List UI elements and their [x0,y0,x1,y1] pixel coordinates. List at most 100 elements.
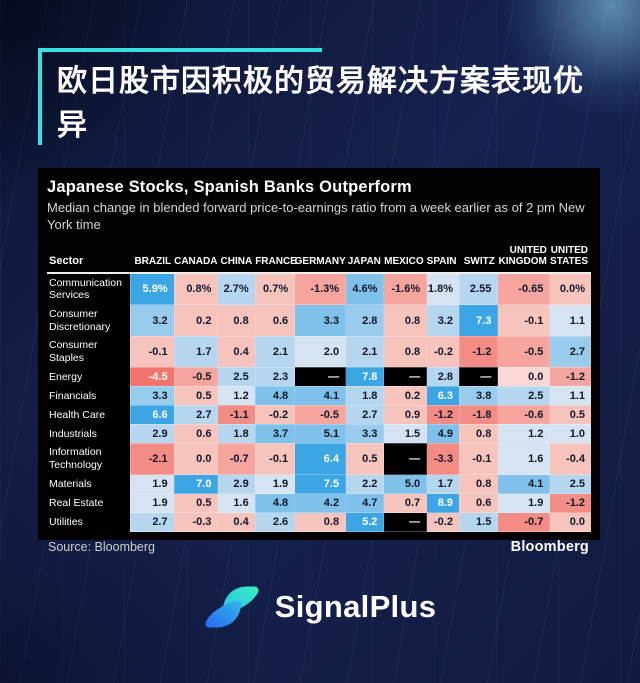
heatmap-cell: -1.2 [458,336,498,368]
sector-label: Communication Services [47,272,131,305]
heatmap-cell: 0.6 [254,304,295,337]
heatmap-cell: -0.2 [254,405,295,425]
heatmap-cell: 5.1 [294,424,346,444]
heatmap-cell: 0.8 [217,304,256,337]
sector-label: Consumer Staples [47,336,131,368]
heatmap-cell: 0.0% [549,272,591,306]
heatmap-cell: 2.7 [345,405,384,425]
heatmap-cell: 3.3 [129,386,175,406]
column-header: SWITZ [459,242,498,274]
heatmap-cell: -0.6 [497,405,550,425]
chart-title: Japanese Stocks, Spanish Banks Outperfor… [47,178,412,196]
heatmap-cell: 2.1 [345,336,384,368]
heatmap-cell: -0.1 [129,336,175,368]
column-header: SPAIN [426,242,460,274]
heatmap-cell: — [294,367,346,387]
sector-label: Industrials [47,424,131,444]
table-header-row: Sector BRAZIL CANADA CHINA FRANCE GERMANY JAP… [47,242,591,274]
sector-label: Materials [47,474,131,494]
sector-label: Financials [47,386,131,406]
heatmap-cell: 7.0 [173,474,218,495]
table-body: Communication Services 5.9% 0.8% 2.7% 0.7% -1… [47,272,591,533]
heatmap-cell: 6.3 [426,386,460,406]
heatmap-cell: 0.4 [217,336,256,368]
sector-label: Utilities [47,512,131,532]
heatmap-cell: -0.1 [458,443,498,476]
heatmap-cell: 2.9 [129,424,175,444]
heatmap-cell: 0.6 [458,493,498,514]
heatmap-cell: -0.3 [173,512,218,533]
headline-accent-top-bar [38,48,322,52]
heatmap-cell: 6.4 [294,443,346,476]
heatmap-cell: -0.1 [254,443,295,476]
table-row: Real Estate 1.9 0.5 1.6 4.8 4.2 4.7 0.7 8.9 0.6 1.… [47,493,591,514]
heatmap-cell: -1.2 [549,367,591,387]
heatmap-cell: 1.7 [426,474,460,495]
heatmap-cell: 5.2 [345,512,384,533]
heatmap-cell: 1.8% [426,272,460,306]
heatmap-cell: 3.2 [129,304,175,337]
heatmap-cell: -0.1 [497,304,550,337]
heatmap-cell: -0.7 [497,512,550,533]
heatmap-cell: 4.7 [345,493,384,514]
heatmap-cell: 2.0 [294,336,346,368]
heatmap-cell: 1.2 [497,424,550,444]
heatmap-cell: 0.4 [217,512,256,533]
column-header: BRAZIL [130,242,175,274]
heatmap-cell: 0.2 [383,386,427,406]
headline-box: 欧日股市因积极的贸易解决方案表现优异 [38,48,604,148]
heatmap-cell: 0.0 [497,367,550,387]
heatmap-cell: 3.3 [345,424,384,444]
heatmap-cell: 2.7% [217,272,256,306]
column-header: MEXICO [383,242,427,274]
heatmap-cell: -0.5 [497,336,550,368]
heatmap-cell: -0.5 [294,405,346,425]
heatmap-cell: 1.9 [129,474,175,495]
heatmap-cell: -4.5 [129,367,175,387]
heatmap-cell: 1.6 [217,493,256,514]
heatmap-cell: -0.2 [426,512,460,533]
heatmap-cell: 8.9 [426,493,460,514]
heatmap-cell: -2.1 [129,443,175,476]
table-row: Financials 3.3 0.5 1.2 4.8 4.1 1.8 0.2 6.3 3.8 2.5… [47,386,591,406]
heatmap-cell: 3.3 [294,304,346,337]
heatmap-cell: 0.8 [294,512,346,533]
heatmap-cell: 4.6% [345,272,384,306]
column-header: CANADA [174,242,218,274]
heatmap-cell: 0.0 [173,443,218,476]
table-row: Materials 1.9 7.0 2.9 1.9 7.5 2.2 5.0 1.7 0.8 4.1 2… [47,474,591,495]
heatmap-cell: 4.8 [254,386,295,406]
heatmap-cell: 2.1 [254,336,295,368]
table-row: Health Care 6.6 2.7 -1.1 -0.2 -0.5 2.7 0.9 -1.2-… [47,405,591,425]
heatmap-cell: -1.3% [294,272,346,306]
heatmap-cell: 2.5 [549,474,591,495]
heatmap-cell: 5.0 [383,474,427,495]
heatmap-cell: 4.1 [294,386,346,406]
heatmap-cell: 5.9% [129,272,175,306]
heatmap-cell: 0.8 [458,474,498,495]
sector-label: Health Care [47,405,131,425]
heatmap-cell: 1.0 [549,424,591,444]
heatmap-cell: -1.2 [549,493,591,514]
table-row: Communication Services 5.9% 0.8% 2.7% 0.7% -1… [47,272,591,306]
heatmap-cell: 0.9 [383,405,427,425]
column-header: CHINA [217,242,256,274]
heatmap-cell: 0.8% [173,272,218,306]
bloomberg-logo: Bloomberg [510,539,589,556]
heatmap-cell: 7.5 [294,474,346,495]
chart-panel: Japanese Stocks, Spanish Banks Outperfor… [38,168,600,555]
chart-subtitle: Median change in blended forward price-t… [47,200,585,232]
heatmap-cell: 4.8 [254,493,295,514]
heatmap-cell: 0.5 [173,386,218,406]
heatmap-cell: 2.6 [254,512,295,533]
heatmap-cell: 0.2 [173,304,218,337]
heatmap-cell: -0.4 [549,443,591,476]
heatmap-cell: 7.8 [345,367,384,387]
heatmap-cell: — [383,367,427,387]
sector-label: Information Technology [47,443,131,475]
column-header: FRANCE [255,242,297,274]
table-row: Consumer Discretionary 3.2 0.2 0.8 0.6 3.3 2.8… [47,304,591,337]
sector-label: Real Estate [47,493,131,513]
table-row: Energy -4.5 -0.5 2.5 2.3—7.8—2.8—0.0 -1.2 [47,367,591,387]
heatmap-cell: 4.2 [294,493,346,514]
